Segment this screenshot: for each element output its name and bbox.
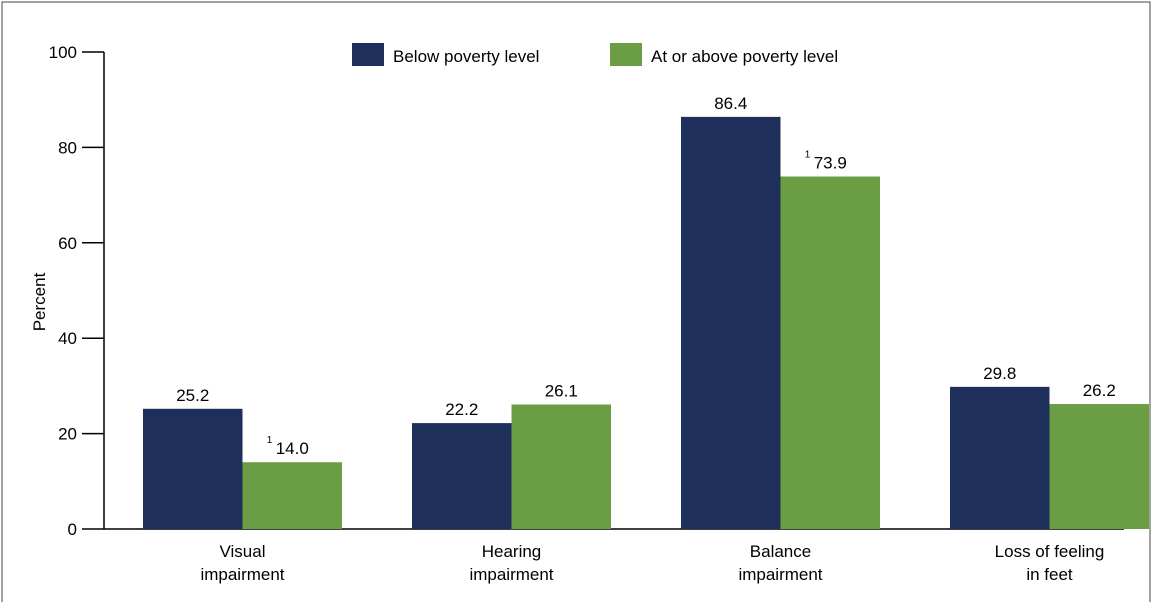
bar	[242, 462, 342, 529]
x-category-label: Hearing	[482, 542, 542, 561]
bar-value-label: 26.2	[1083, 381, 1116, 400]
x-category-label: impairment	[200, 565, 284, 584]
bar-value-label: 29.8	[983, 364, 1016, 383]
bar	[780, 176, 880, 529]
bar	[412, 423, 512, 529]
bar-value-label: 26.1	[545, 382, 578, 401]
y-axis-label: Percent	[30, 272, 49, 331]
y-tick-label: 0	[68, 520, 77, 539]
y-tick-label: 80	[58, 138, 77, 157]
x-category-label: Balance	[750, 542, 811, 561]
bar	[143, 408, 243, 529]
bar-value-label: 14.0	[276, 439, 309, 458]
x-category-label: impairment	[738, 565, 822, 584]
legend: Below poverty level At or above poverty l…	[352, 43, 838, 66]
bar-value-label: 73.9	[814, 153, 847, 172]
bar-value-label: 86.4	[714, 94, 747, 113]
x-category-label: in feet	[1026, 565, 1073, 584]
y-tick-label: 20	[58, 425, 77, 444]
bar	[511, 404, 611, 529]
x-axis-labels: Visual impairment Hearing impairment Balance…	[200, 542, 1104, 584]
y-tick-label: 100	[49, 43, 77, 62]
x-category-label: Loss of feeling	[995, 542, 1105, 561]
bar-value-label: 25.2	[176, 386, 209, 405]
legend-label: At or above poverty level	[651, 47, 838, 66]
legend-swatch	[610, 43, 642, 66]
footnote-marker: 1	[805, 149, 811, 160]
bar	[681, 116, 781, 529]
bar	[950, 386, 1050, 529]
x-category-label: Visual	[220, 542, 266, 561]
legend-label: Below poverty level	[393, 47, 539, 66]
footnote-marker: 1	[267, 435, 273, 446]
legend-swatch	[352, 43, 384, 66]
bar-value-label: 22.2	[445, 400, 478, 419]
x-category-label: impairment	[469, 565, 553, 584]
y-tick-label: 60	[58, 234, 77, 253]
y-tick-label: 40	[58, 329, 77, 348]
bar	[1049, 404, 1149, 529]
